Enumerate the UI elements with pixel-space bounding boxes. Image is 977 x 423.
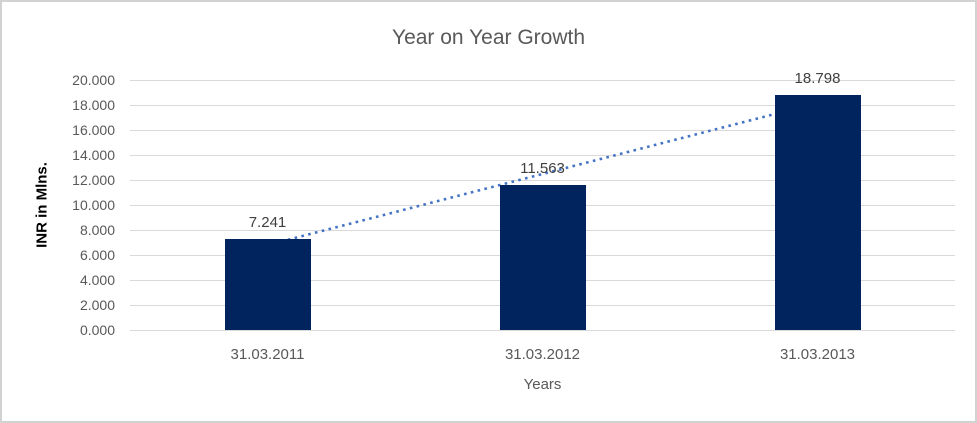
- gridline: [130, 330, 955, 331]
- chart-bar[interactable]: [499, 185, 586, 330]
- y-tick-label: 6.000: [79, 247, 115, 263]
- x-tick-label: 31.03.2013: [779, 346, 856, 363]
- y-tick-label: 12.000: [72, 172, 115, 188]
- y-tick-label: 18.000: [72, 97, 115, 113]
- chart-bar[interactable]: [774, 95, 861, 330]
- data-label: 18.798: [794, 70, 841, 88]
- data-label: 11.563: [520, 160, 565, 178]
- y-tick-label: 10.000: [72, 197, 115, 213]
- data-label: 7.241: [248, 214, 287, 232]
- y-tick-label: 8.000: [79, 222, 115, 238]
- y-tick-label: 4.000: [79, 272, 115, 288]
- y-tick-label: 16.000: [72, 122, 115, 138]
- gridline: [130, 80, 955, 81]
- x-tick-label: 31.03.2012: [504, 346, 581, 363]
- y-tick-label: 2.000: [79, 297, 115, 313]
- gridline: [130, 155, 955, 156]
- gridline: [130, 180, 955, 181]
- y-tick-label: 20.000: [72, 72, 115, 88]
- chart-title: Year on Year Growth: [391, 26, 586, 49]
- y-tick-label: 0.000: [79, 322, 115, 338]
- x-axis-title: Years: [523, 376, 562, 393]
- chart-bar[interactable]: [224, 239, 311, 330]
- gridline: [130, 105, 955, 106]
- x-tick-label: 31.03.2011: [230, 346, 305, 363]
- y-tick-label: 14.000: [72, 147, 115, 163]
- gridline: [130, 130, 955, 131]
